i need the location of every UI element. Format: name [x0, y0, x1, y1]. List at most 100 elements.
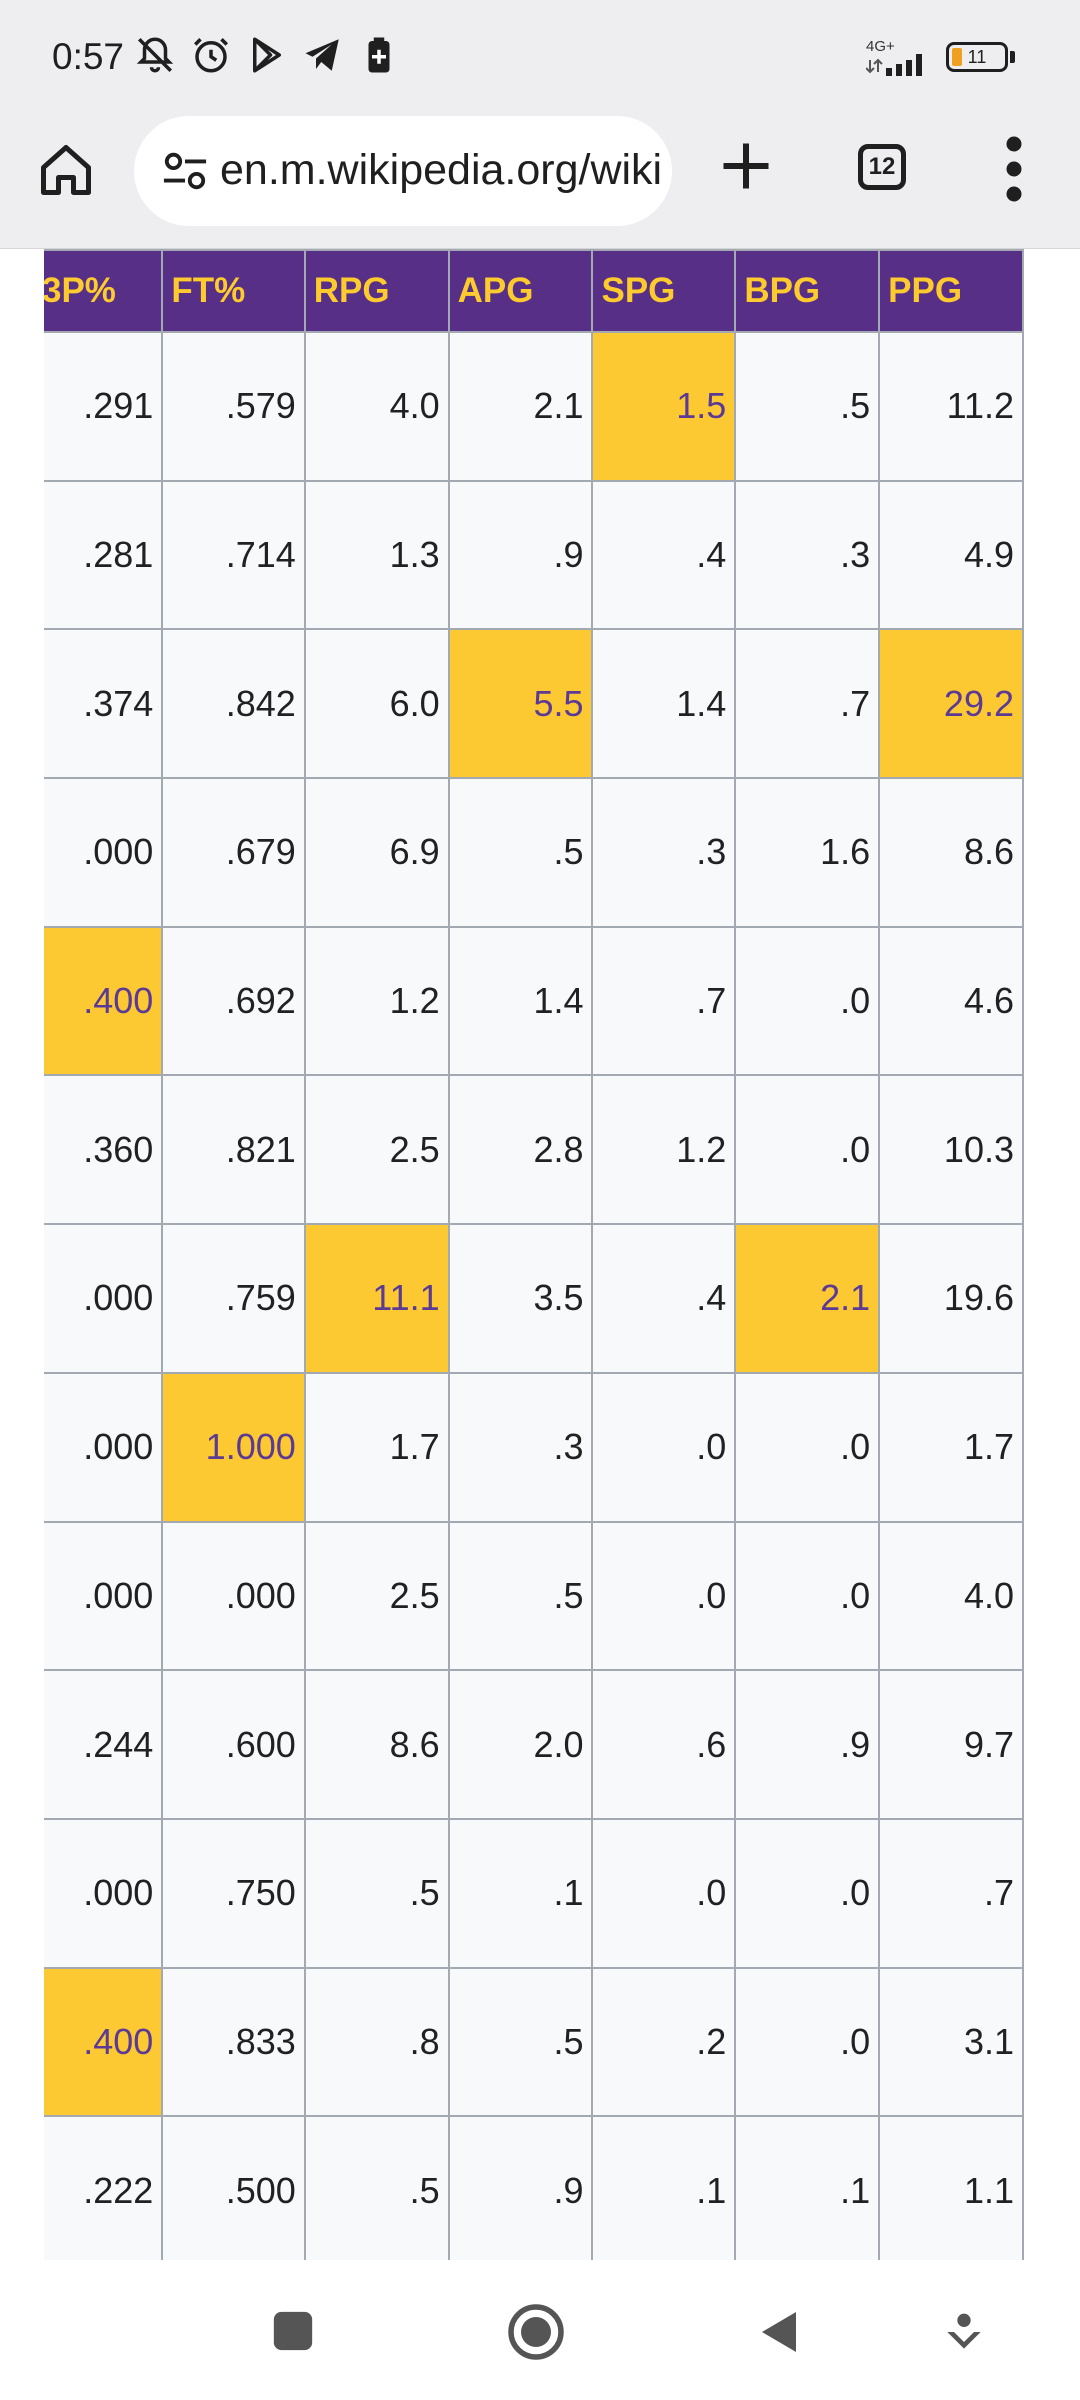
table-cell: .400 [44, 1966, 164, 2118]
table-cell: .1 [591, 2115, 737, 2260]
table-cell: .3 [447, 1371, 594, 1523]
table-cell: .000 [44, 777, 164, 928]
table-cell: .400 [44, 925, 164, 1077]
table-row: .000.759 11.1 3.5.4 2.1 19.6 [44, 1223, 1024, 1374]
table-cell: .000 [44, 1520, 164, 1672]
table-cell: .9 [734, 1669, 881, 1820]
signal-icon [866, 54, 922, 76]
column-header-spg: SPG [591, 249, 737, 333]
table-cell: .1 [734, 2115, 881, 2260]
table-cell: .0 [591, 1520, 737, 1672]
home-circle-icon[interactable] [506, 2302, 566, 2362]
system-nav-bar [0, 2264, 1080, 2400]
table-cell: .5 [447, 777, 594, 928]
table-row: .000.000 2.5.5.0.0 4.0 [44, 1520, 1024, 1672]
table-cell: 8.6 [303, 1669, 450, 1820]
table-cell: .842 [161, 628, 306, 780]
notification-icons [134, 34, 400, 76]
battery-icon: 11 [946, 42, 1008, 72]
table-cell: .0 [734, 1817, 881, 1969]
assist-icon[interactable] [944, 2310, 984, 2354]
table-cell: .0 [734, 1966, 881, 2118]
table-cell: .750 [161, 1817, 306, 1969]
telegram-icon [305, 39, 339, 71]
table-cell: .000 [161, 1520, 306, 1672]
status-time: 0:57 [52, 36, 125, 77]
table-row: .222.500.5.9.1.1 1.1 [44, 2115, 1024, 2260]
table-cell: 1.6 [734, 777, 881, 928]
table-cell: .374 [44, 628, 164, 780]
table-cell: .500 [161, 2115, 306, 2260]
table-cell: .1 [447, 1817, 594, 1969]
table-cell: .9 [447, 2115, 594, 2260]
tab-switcher-icon[interactable]: 12 [858, 144, 906, 190]
table-cell: 6.0 [303, 628, 450, 780]
table-cell: 4.0 [303, 331, 450, 482]
table-cell: 4.9 [878, 479, 1024, 631]
table-cell: .0 [591, 1371, 737, 1523]
battery-level: 11 [967, 47, 987, 67]
table-cell: .821 [161, 1074, 306, 1226]
bell-off-icon [136, 37, 174, 73]
more-vert-icon[interactable] [996, 134, 1032, 204]
site-settings-icon[interactable] [162, 151, 208, 191]
table-cell: .579 [161, 331, 306, 482]
table-cell: 1.2 [591, 1074, 737, 1226]
table-cell: .3 [734, 479, 881, 631]
recents-icon[interactable] [270, 2308, 316, 2354]
table-cell: .714 [161, 479, 306, 631]
table-row: .000 1.000 1.7.3.0.0 1.7 [44, 1371, 1024, 1523]
table-cell: 2.0 [447, 1669, 594, 1820]
table-row: .244.600 8.6 2.0.6.9 9.7 [44, 1669, 1024, 1820]
table-cell: 3.5 [447, 1223, 594, 1374]
table-cell: .4 [591, 479, 737, 631]
table-cell: 1.2 [303, 925, 450, 1077]
table-cell: 4.0 [878, 1520, 1024, 1672]
table-row: .281.714 1.3.9.4.3 4.9 [44, 479, 1024, 631]
column-header-bpg: BPG [734, 249, 881, 333]
table-cell: 1.1 [878, 2115, 1024, 2260]
table-cell: 9.7 [878, 1669, 1024, 1820]
battery-tip [1010, 51, 1015, 63]
column-header-rpg: RPG [303, 249, 450, 333]
table-row: .374.842 6.0 5.5 1.4.7 29.2 [44, 628, 1024, 780]
browser-toolbar: en.m.wikipedia.org/wiki 12 [0, 112, 1080, 249]
table-cell: .0 [734, 925, 881, 1077]
table-cell: .679 [161, 777, 306, 928]
table-cell: .5 [734, 331, 881, 482]
table-row: .400.692 1.2 1.4.7.0 4.6 [44, 925, 1024, 1077]
column-header-3p-pct: 3P% [44, 249, 164, 333]
table-cell: 2.8 [447, 1074, 594, 1226]
column-header-ft-pct: FT% [161, 249, 306, 333]
url-text[interactable]: en.m.wikipedia.org/wiki [220, 146, 663, 194]
table-cell: .7 [878, 1817, 1024, 1969]
table-cell: 2.1 [447, 331, 594, 482]
plus-icon[interactable] [716, 136, 776, 196]
home-icon[interactable] [36, 140, 96, 200]
table-cell: .692 [161, 925, 306, 1077]
stats-table: 3P% FT% RPG APG SPG BPG PPG .291.579 4.0 2.1 1.5.… [44, 249, 1024, 2260]
table-cell: .0 [734, 1371, 881, 1523]
table-cell: .291 [44, 331, 164, 482]
table-cell: 3.1 [878, 1966, 1024, 2118]
table-cell: 2.5 [303, 1520, 450, 1672]
back-icon[interactable] [756, 2306, 804, 2358]
stats-table-viewport[interactable]: 3P% FT% RPG APG SPG BPG PPG .291.579 4.0 2.1 1.5.… [44, 249, 1036, 2260]
table-row: .000.679 6.9.5.3 1.6 8.6 [44, 777, 1024, 928]
table-cell: .759 [161, 1223, 306, 1374]
column-header-ppg: PPG [878, 249, 1024, 333]
address-bar[interactable]: en.m.wikipedia.org/wiki [134, 116, 672, 226]
table-cell: .2 [591, 1966, 737, 2118]
table-cell: 8.6 [878, 777, 1024, 928]
table-cell: 29.2 [878, 628, 1024, 780]
table-cell: .0 [734, 1074, 881, 1226]
table-cell: .9 [447, 479, 594, 631]
table-cell: .000 [44, 1223, 164, 1374]
table-cell: .8 [303, 1966, 450, 2118]
table-cell: .0 [591, 1817, 737, 1969]
table-cell: .6 [591, 1669, 737, 1820]
column-header-apg: APG [447, 249, 594, 333]
play-store-icon [253, 37, 281, 73]
table-cell: 1.000 [161, 1371, 306, 1523]
table-cell: .244 [44, 1669, 164, 1820]
